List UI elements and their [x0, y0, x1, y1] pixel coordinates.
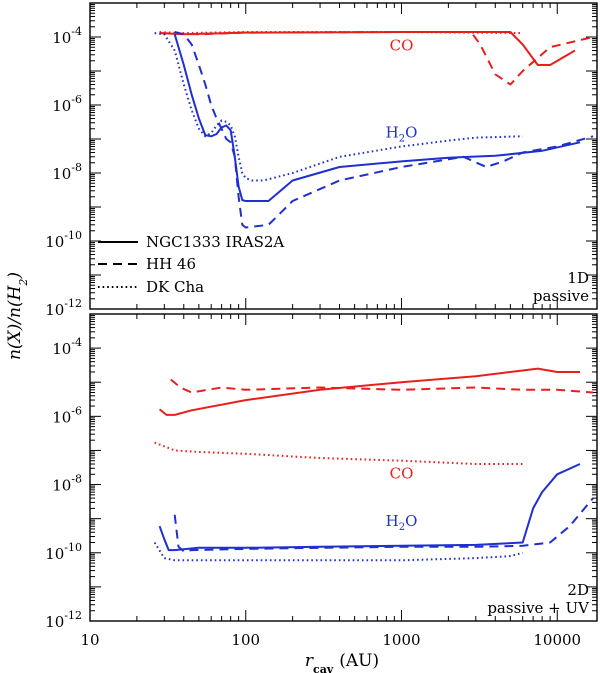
- y-tick-label: 10-6: [52, 93, 82, 115]
- panel-frame: [89, 313, 598, 622]
- y-tick-label: 10-4: [52, 25, 82, 47]
- series-line: [154, 32, 523, 182]
- panel-label-mode: passive: [533, 287, 589, 305]
- annotation-co: CO: [390, 465, 414, 483]
- panel-frame: [89, 2, 598, 310]
- series-line: [158, 463, 581, 552]
- annotation-h2o: H2O: [386, 124, 418, 145]
- x-tick-label: 10000: [533, 631, 581, 649]
- y-tick-label: 10-10: [45, 229, 82, 251]
- x-tick-label: 10: [80, 631, 99, 649]
- y-tick-label: 10-12: [45, 297, 82, 319]
- series-line: [158, 367, 580, 416]
- panel-label-model: 1D: [567, 269, 589, 287]
- series-line: [159, 31, 576, 66]
- x-axis-label: rcav (AU): [305, 651, 379, 673]
- legend-label: HH 46: [146, 255, 196, 273]
- series-line: [153, 541, 523, 562]
- series-group: [153, 367, 594, 562]
- series-line: [173, 34, 581, 202]
- series-line: [159, 31, 594, 86]
- annotation-h2o: H2O: [386, 512, 418, 533]
- y-axis-label: n(X)/n(H2): [5, 272, 30, 360]
- y-tick-label: 10-12: [45, 609, 82, 631]
- x-tick-label: 1000: [382, 631, 420, 649]
- panel-bottom: 10-12 10-10 10-8 10-6 10-4 10 100 1000 10000 CO H2…: [45, 313, 598, 649]
- legend-label: NGC1333 IRAS2A: [146, 233, 284, 251]
- x-tick-label: 100: [231, 631, 260, 649]
- series-line: [170, 378, 594, 394]
- legend-label: DK Cha: [146, 278, 204, 296]
- series-group: [154, 31, 594, 229]
- legend: NGC1333 IRAS2A HH 46 DK Cha: [98, 233, 284, 296]
- y-tick-label: 10-8: [52, 161, 82, 183]
- panel-label-mode: passive + UV: [487, 599, 590, 617]
- panel-label-model: 2D: [567, 581, 589, 599]
- series-line: [154, 441, 523, 465]
- annotation-co: CO: [390, 37, 414, 55]
- series-line: [173, 497, 594, 553]
- y-tick-label: 10-10: [45, 541, 82, 563]
- y-tick-label: 10-4: [52, 336, 82, 358]
- y-tick-label: 10-6: [52, 404, 82, 426]
- y-tick-label: 10-8: [52, 473, 82, 495]
- series-line: [174, 31, 594, 229]
